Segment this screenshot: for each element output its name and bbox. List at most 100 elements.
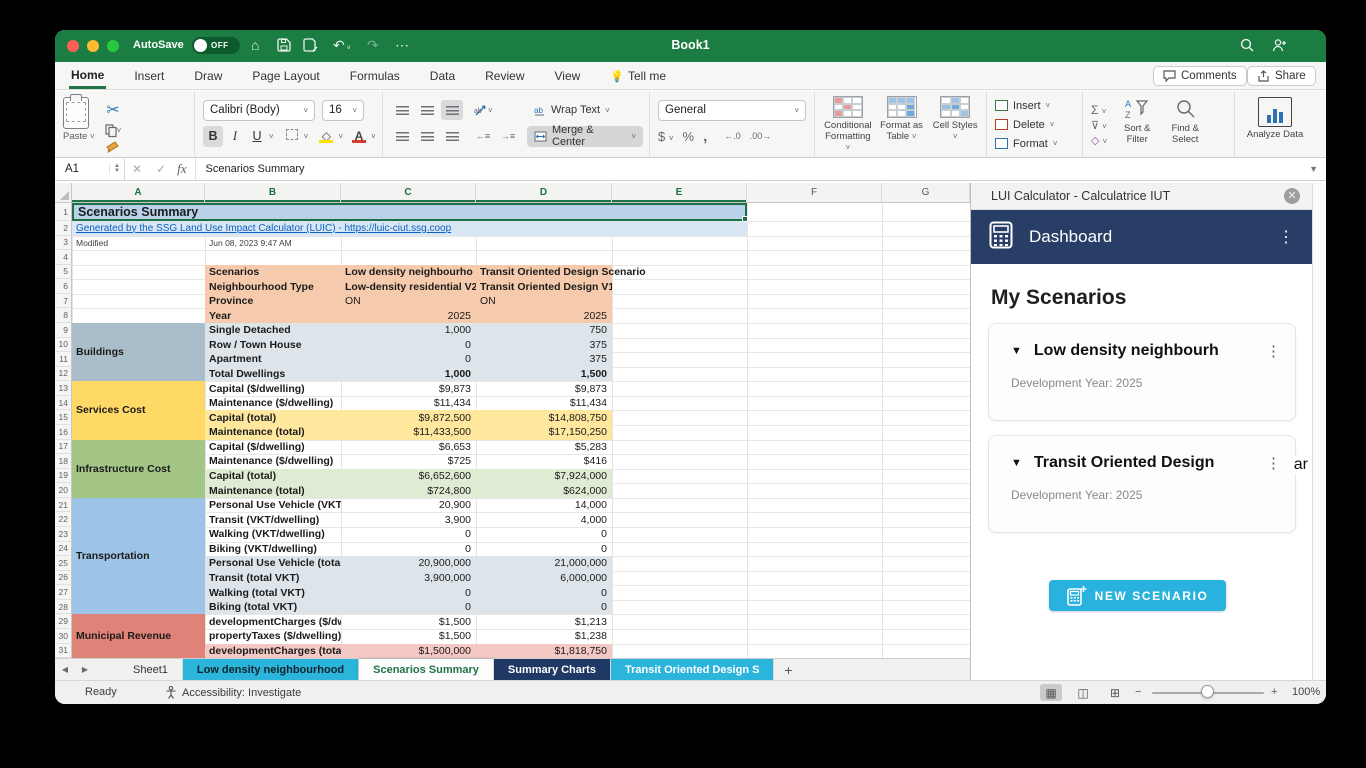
align-top-button[interactable] bbox=[391, 100, 413, 120]
cell-C18[interactable]: $725 bbox=[341, 454, 476, 469]
menu-tab-insert[interactable]: Insert bbox=[132, 64, 166, 87]
comments-button[interactable]: Comments bbox=[1153, 66, 1247, 86]
category-group-infrastructure-cost[interactable]: Infrastructure Cost bbox=[72, 440, 205, 498]
cell-C20[interactable]: $724,800 bbox=[341, 483, 476, 498]
merge-center-button[interactable]: Merge & Center ˅ bbox=[527, 126, 643, 147]
row-header-13[interactable]: 13 bbox=[55, 381, 72, 396]
cell-D30[interactable]: $1,238 bbox=[476, 629, 612, 644]
cell-B28[interactable]: Biking (total VKT) bbox=[205, 600, 341, 615]
row-header-26[interactable]: 26 bbox=[55, 571, 72, 586]
cell-B26[interactable]: Transit (total VKT) bbox=[205, 571, 341, 586]
formula-input[interactable]: Scenarios Summary bbox=[195, 158, 1310, 180]
row-header-3[interactable]: 3 bbox=[55, 236, 72, 251]
column-header-G[interactable]: G bbox=[882, 183, 970, 202]
cell-C21[interactable]: 20,900 bbox=[341, 498, 476, 513]
cell-D10[interactable]: 375 bbox=[476, 338, 612, 353]
row-header-5[interactable]: 5 bbox=[55, 265, 72, 280]
cell-C13[interactable]: $9,873 bbox=[341, 381, 476, 396]
selection-fill-handle[interactable] bbox=[742, 216, 748, 222]
zoom-out-icon[interactable]: − bbox=[1135, 686, 1141, 698]
cell-B6[interactable]: Neighbourhood Type bbox=[205, 279, 341, 294]
row-header-21[interactable]: 21 bbox=[55, 498, 72, 513]
row-header-18[interactable]: 18 bbox=[55, 454, 72, 469]
cell-B7[interactable]: Province bbox=[205, 294, 341, 309]
row-header-19[interactable]: 19 bbox=[55, 469, 72, 484]
underline-caret[interactable]: ˅ bbox=[269, 132, 274, 141]
align-left-button[interactable] bbox=[391, 126, 413, 146]
row-header-14[interactable]: 14 bbox=[55, 396, 72, 411]
cell-B19[interactable]: Capital (total) bbox=[205, 469, 341, 484]
cell-B17[interactable]: Capital ($/dwelling) bbox=[205, 440, 341, 455]
row-header-10[interactable]: 10 bbox=[55, 338, 72, 353]
menu-tab-home[interactable]: Home bbox=[69, 63, 106, 89]
sheet-tab-summary-charts[interactable]: Summary Charts bbox=[494, 659, 611, 680]
column-header-D[interactable]: D bbox=[476, 183, 612, 202]
cell-C24[interactable]: 0 bbox=[341, 542, 476, 557]
cell-styles-button[interactable]: Cell Styles ˅ bbox=[930, 96, 980, 153]
percent-button[interactable]: % bbox=[683, 129, 695, 144]
cell-C27[interactable]: 0 bbox=[341, 585, 476, 600]
cell-C25[interactable]: 20,900,000 bbox=[341, 556, 476, 571]
row-header-31[interactable]: 31 bbox=[55, 644, 72, 658]
cell-D25[interactable]: 21,000,000 bbox=[476, 556, 612, 571]
row-header-11[interactable]: 11 bbox=[55, 352, 72, 367]
expand-triangle-icon[interactable]: ▼ bbox=[1011, 345, 1022, 357]
increase-indent-button[interactable]: →≡ bbox=[497, 126, 519, 146]
page-break-view-icon[interactable]: ⊞ bbox=[1104, 684, 1126, 701]
expand-triangle-icon[interactable]: ▼ bbox=[1011, 457, 1022, 469]
row-header-16[interactable]: 16 bbox=[55, 425, 72, 440]
sheet-tab-low-density-neighbourhood[interactable]: Low density neighbourhood bbox=[183, 659, 359, 680]
row-header-17[interactable]: 17 bbox=[55, 440, 72, 455]
paste-button[interactable]: Paste ˅ bbox=[63, 97, 95, 153]
cell-B13[interactable]: Capital ($/dwelling) bbox=[205, 381, 341, 396]
zoom-in-icon[interactable]: + bbox=[1271, 686, 1277, 698]
row-header-23[interactable]: 23 bbox=[55, 527, 72, 542]
cell-B15[interactable]: Capital (total) bbox=[205, 410, 341, 425]
row-header-12[interactable]: 12 bbox=[55, 367, 72, 382]
cell-B25[interactable]: Personal Use Vehicle (total VK bbox=[205, 556, 341, 571]
clear-button[interactable]: ◇ ˅ bbox=[1091, 134, 1107, 147]
cell-C15[interactable]: $9,872,500 bbox=[341, 410, 476, 425]
cell-D5[interactable]: Transit Oriented Design Scenario bbox=[476, 265, 646, 280]
underline-button[interactable]: U bbox=[247, 126, 267, 147]
cell-B16[interactable]: Maintenance (total) bbox=[205, 425, 341, 440]
cell-C8[interactable]: 2025 bbox=[341, 308, 476, 323]
cell-B12[interactable]: Total Dwellings bbox=[205, 367, 341, 382]
page-layout-view-icon[interactable]: ◫ bbox=[1072, 684, 1094, 701]
cell-D7[interactable]: ON bbox=[476, 294, 612, 309]
sheet-tab-transit-oriented-design-s[interactable]: Transit Oriented Design S bbox=[611, 659, 774, 680]
cancel-entry-icon[interactable]: ✕ bbox=[132, 162, 142, 176]
column-header-A[interactable]: A bbox=[72, 183, 205, 202]
category-group-services-cost[interactable]: Services Cost bbox=[72, 381, 205, 439]
align-middle-button[interactable] bbox=[416, 100, 438, 120]
align-right-button[interactable] bbox=[441, 126, 463, 146]
bold-button[interactable]: B bbox=[203, 126, 223, 147]
cell-B8[interactable]: Year bbox=[205, 308, 341, 323]
orientation-button[interactable]: ab ˅ bbox=[474, 104, 493, 116]
currency-button[interactable]: $ ˅ bbox=[658, 129, 674, 144]
sheet-tab-scenarios-summary[interactable]: Scenarios Summary bbox=[359, 659, 494, 680]
column-header-C[interactable]: C bbox=[341, 183, 476, 202]
menu-tab-view[interactable]: View bbox=[553, 64, 583, 87]
cell-A3[interactable]: Modified bbox=[76, 236, 108, 251]
borders-button[interactable] bbox=[282, 129, 302, 143]
formula-bar-expand-icon[interactable]: ▼ bbox=[1309, 164, 1318, 174]
find-select-button[interactable]: Find & Select bbox=[1161, 96, 1209, 153]
menu-tab-formulas[interactable]: Formulas bbox=[348, 64, 402, 87]
name-box-spinner[interactable]: ▲ ▼ bbox=[109, 164, 120, 174]
row-header-27[interactable]: 27 bbox=[55, 585, 72, 600]
cut-icon[interactable]: ✂ bbox=[105, 100, 122, 120]
cell-C22[interactable]: 3,900 bbox=[341, 512, 476, 527]
row-header-22[interactable]: 22 bbox=[55, 512, 72, 527]
selected-cell-A1[interactable]: Scenarios Summary bbox=[72, 203, 747, 221]
add-sheet-button[interactable]: + bbox=[774, 659, 802, 680]
format-cells-button[interactable]: Format˅ bbox=[995, 134, 1076, 153]
scenario-menu-icon[interactable]: ⋮ bbox=[1266, 342, 1281, 360]
row-header-20[interactable]: 20 bbox=[55, 483, 72, 498]
normal-view-icon[interactable]: ▦ bbox=[1040, 684, 1062, 701]
zoom-slider-knob[interactable] bbox=[1201, 685, 1214, 698]
cell-B29[interactable]: developmentCharges ($/dwel bbox=[205, 614, 341, 629]
cell-D21[interactable]: 14,000 bbox=[476, 498, 612, 513]
decrease-indent-button[interactable]: ←≡ bbox=[472, 126, 494, 146]
share-people-icon[interactable] bbox=[1272, 38, 1288, 52]
